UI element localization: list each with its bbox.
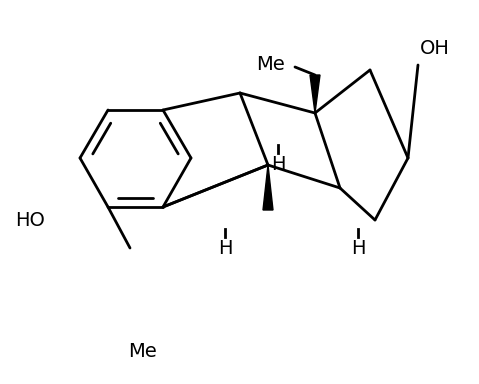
Text: OH: OH [420,38,450,58]
Polygon shape [263,165,273,210]
Polygon shape [310,75,320,113]
Text: HO: HO [15,210,45,230]
Text: Me: Me [129,342,158,361]
Text: H: H [351,238,365,258]
Text: Me: Me [256,56,285,74]
Text: H: H [218,238,232,258]
Text: H: H [271,156,285,174]
